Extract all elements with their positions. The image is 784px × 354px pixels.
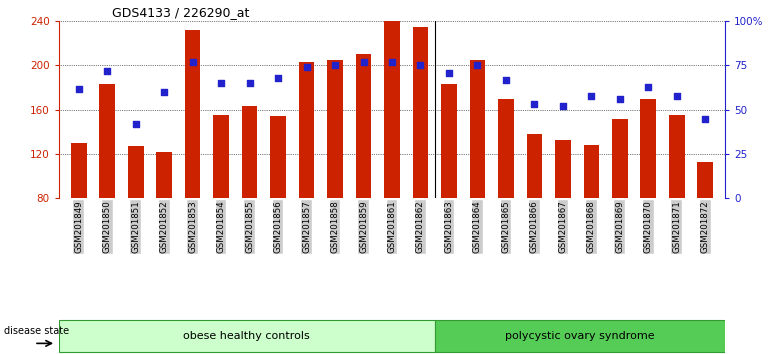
Text: GSM201850: GSM201850 <box>103 200 111 253</box>
Text: GSM201861: GSM201861 <box>387 200 397 253</box>
Point <box>158 89 170 95</box>
Text: GSM201858: GSM201858 <box>331 200 339 253</box>
Bar <box>156 152 172 287</box>
Text: GSM201857: GSM201857 <box>302 200 311 253</box>
Point <box>72 86 85 91</box>
Bar <box>327 60 343 287</box>
Text: GSM201849: GSM201849 <box>74 200 83 253</box>
Bar <box>71 143 86 287</box>
Bar <box>100 84 115 287</box>
Bar <box>384 21 400 287</box>
Point <box>670 93 683 98</box>
Text: GSM201872: GSM201872 <box>701 200 710 253</box>
Bar <box>241 107 257 287</box>
Bar <box>441 84 457 287</box>
Point <box>129 121 142 127</box>
Point <box>386 59 398 65</box>
Bar <box>434 320 725 352</box>
Point <box>642 84 655 90</box>
Text: GSM201867: GSM201867 <box>558 200 568 253</box>
Bar <box>470 60 485 287</box>
Point <box>243 80 256 86</box>
Point <box>471 63 484 68</box>
Point <box>499 77 512 82</box>
Bar <box>412 27 428 287</box>
Bar <box>299 62 314 287</box>
Bar <box>498 99 514 287</box>
Bar <box>669 115 684 287</box>
Point <box>300 64 313 70</box>
Bar <box>185 30 201 287</box>
Text: GSM201856: GSM201856 <box>274 200 282 253</box>
Point <box>528 102 541 107</box>
Text: obese healthy controls: obese healthy controls <box>183 331 310 341</box>
Bar <box>356 55 372 287</box>
Text: polycystic ovary syndrome: polycystic ovary syndrome <box>505 331 655 341</box>
Bar <box>527 134 543 287</box>
Point <box>358 59 370 65</box>
Point <box>215 80 227 86</box>
Bar <box>59 320 434 352</box>
Text: GSM201864: GSM201864 <box>473 200 482 253</box>
Point <box>614 96 626 102</box>
Point <box>272 75 285 81</box>
Bar <box>698 162 713 287</box>
Text: disease state: disease state <box>4 326 69 336</box>
Text: GDS4133 / 226290_at: GDS4133 / 226290_at <box>112 6 249 19</box>
Point <box>187 59 199 65</box>
Text: GSM201855: GSM201855 <box>245 200 254 253</box>
Text: GSM201863: GSM201863 <box>445 200 453 253</box>
Text: GSM201851: GSM201851 <box>131 200 140 253</box>
Text: GSM201854: GSM201854 <box>216 200 226 253</box>
Point <box>443 70 456 75</box>
Point <box>414 63 426 68</box>
Bar <box>583 145 599 287</box>
Text: GSM201868: GSM201868 <box>587 200 596 253</box>
Text: GSM201871: GSM201871 <box>673 200 681 253</box>
Text: GSM201853: GSM201853 <box>188 200 197 253</box>
Text: GSM201869: GSM201869 <box>615 200 624 253</box>
Text: GSM201865: GSM201865 <box>502 200 510 253</box>
Bar <box>270 116 286 287</box>
Bar <box>641 99 656 287</box>
Text: GSM201852: GSM201852 <box>160 200 169 253</box>
Text: GSM201866: GSM201866 <box>530 200 539 253</box>
Text: GSM201870: GSM201870 <box>644 200 653 253</box>
Text: GSM201862: GSM201862 <box>416 200 425 253</box>
Point <box>101 68 114 74</box>
Bar <box>555 139 571 287</box>
Bar <box>612 119 628 287</box>
Bar <box>213 115 229 287</box>
Point <box>585 93 597 98</box>
Point <box>699 116 712 121</box>
Point <box>557 103 569 109</box>
Text: GSM201859: GSM201859 <box>359 200 368 253</box>
Bar <box>128 146 143 287</box>
Point <box>328 63 341 68</box>
